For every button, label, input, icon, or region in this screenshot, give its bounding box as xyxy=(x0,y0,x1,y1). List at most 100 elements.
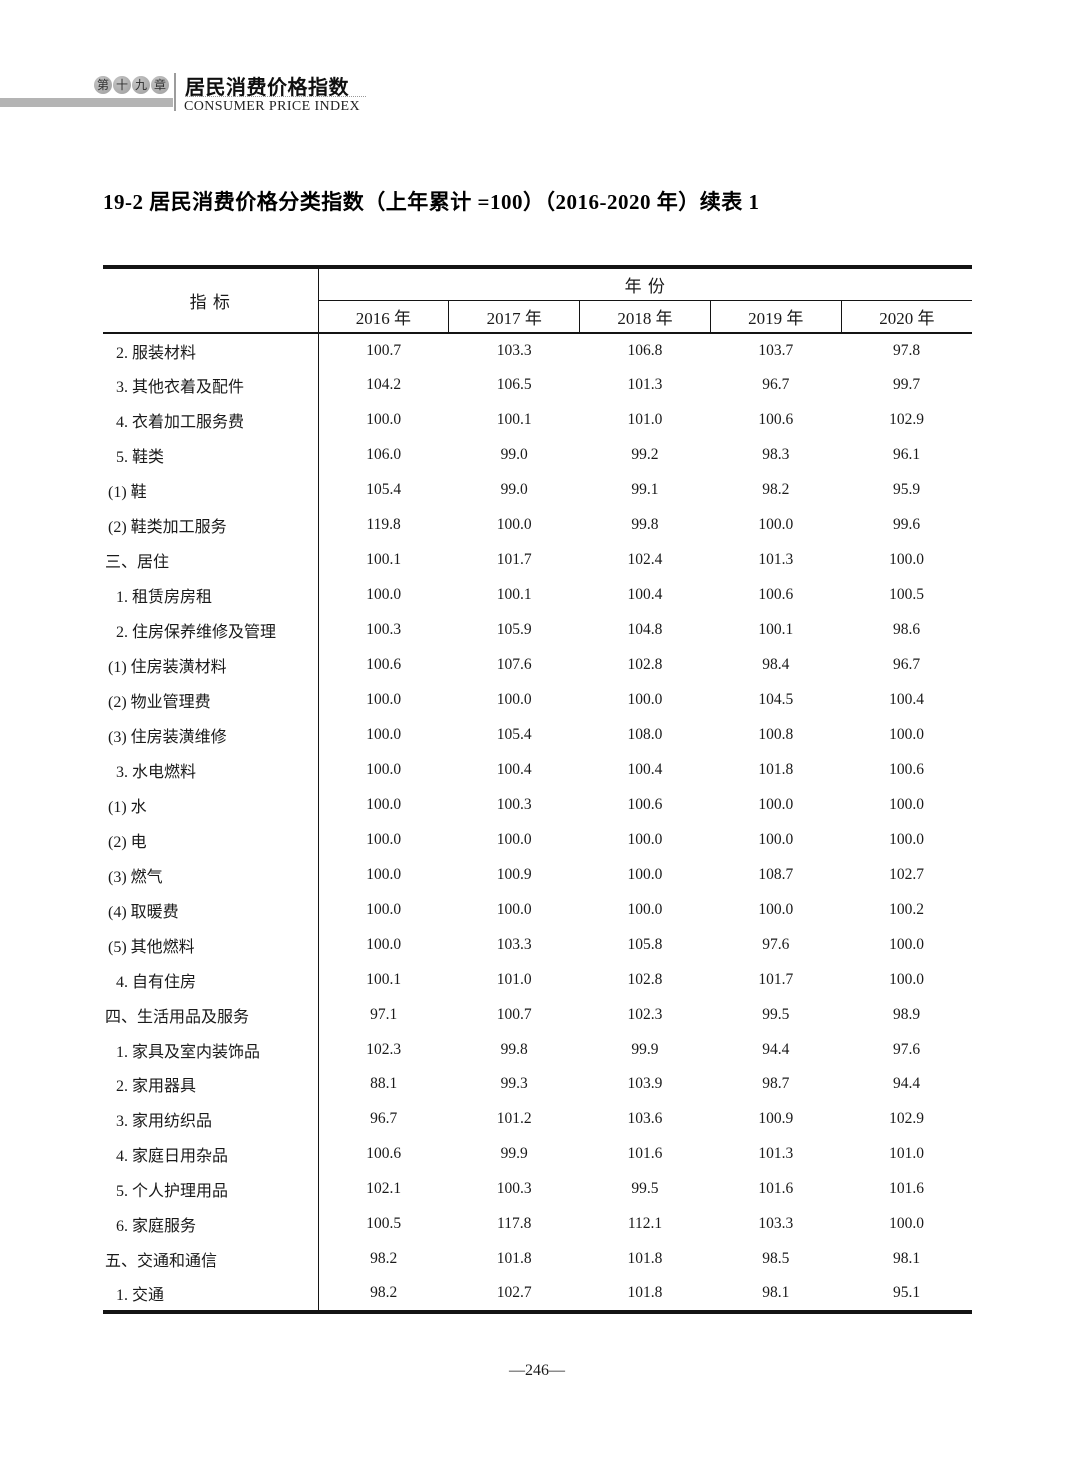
value-cell: 99.8 xyxy=(631,516,659,534)
indicator-cell: 1. 交通 xyxy=(103,1276,319,1312)
year-column-header: 2019 年 xyxy=(709,300,842,334)
table-row: 5. 鞋类 106.0 99.0 99.2 98.3 96.1 xyxy=(103,437,972,473)
value-cell: 100.5 xyxy=(366,1215,402,1233)
year-column-header: 2016 年 xyxy=(318,300,449,334)
value-cell: 102.3 xyxy=(627,1005,663,1023)
value-cell: 101.7 xyxy=(496,551,532,569)
value-cell: 98.1 xyxy=(893,1250,921,1268)
value-cell: 100.0 xyxy=(366,830,402,848)
value-cell: 98.5 xyxy=(762,1250,790,1268)
value-cell: 117.8 xyxy=(497,1215,532,1233)
value-cell: 98.7 xyxy=(762,1075,790,1093)
value-cell: 105.4 xyxy=(496,725,532,743)
value-cell: 98.2 xyxy=(762,481,790,499)
value-cell: 98.1 xyxy=(762,1284,790,1302)
value-cell: 103.6 xyxy=(627,1110,663,1128)
value-cell: 100.8 xyxy=(758,725,794,743)
value-cell: 97.6 xyxy=(762,935,790,953)
cpi-table: 指 标 年 份 2016 年 2017 年 2018 年 2019 年 2020 年 2… xyxy=(103,265,973,1314)
value-cell: 102.1 xyxy=(366,1180,402,1198)
value-cell: 100.6 xyxy=(889,760,925,778)
value-cell: 100.7 xyxy=(366,341,402,359)
indicator-cell: 3. 其他衣着及配件 xyxy=(103,367,319,403)
table-row: 1. 租赁房房租 100.0 100.1 100.4 100.6 100.5 xyxy=(103,577,972,613)
value-cell: 101.7 xyxy=(758,970,794,988)
value-cell: 102.9 xyxy=(889,411,925,429)
value-cell: 99.7 xyxy=(893,376,921,394)
value-cell: 100.0 xyxy=(496,900,532,918)
indicator-cell: 三、居住 xyxy=(103,542,319,578)
chapter-badge-char: 九 xyxy=(132,76,150,94)
table-row: 5. 个人护理用品 102.1 100.3 99.5 101.6 101.6 xyxy=(103,1171,972,1207)
table-row: 4. 衣着加工服务费 100.0 100.1 101.0 100.6 102.9 xyxy=(103,402,972,438)
chapter-badge-char: 第 xyxy=(94,76,112,94)
value-cell: 99.6 xyxy=(893,516,921,534)
table-row: 3. 水电燃料 100.0 100.4 100.4 101.8 100.6 xyxy=(103,752,972,788)
value-cell: 101.0 xyxy=(496,970,532,988)
table-row: 6. 家庭服务 100.5 117.8 112.1 103.3 100.0 xyxy=(103,1206,972,1242)
table-row: (2) 电 100.0 100.0 100.0 100.0 100.0 xyxy=(103,822,972,858)
indicator-cell: 5. 个人护理用品 xyxy=(103,1171,319,1207)
value-cell: 100.0 xyxy=(366,725,402,743)
indicator-cell: (3) 住房装潢维修 xyxy=(103,717,319,753)
value-cell: 105.9 xyxy=(496,621,532,639)
value-cell: 100.0 xyxy=(366,691,402,708)
table-title: 19-2 居民消费价格分类指数（上年累计 =100）（2016-2020 年）续… xyxy=(103,190,760,214)
value-cell: 101.3 xyxy=(758,1145,794,1163)
header-row-group: 指 标 年 份 xyxy=(103,267,973,334)
value-cell: 97.6 xyxy=(893,1040,921,1058)
value-cell: 100.0 xyxy=(366,586,402,604)
value-cell: 101.6 xyxy=(627,1145,663,1163)
value-cell: 101.8 xyxy=(627,1250,663,1268)
table-row: 4. 家庭日用杂品 100.6 99.9 101.6 101.3 101.0 xyxy=(103,1136,972,1172)
value-cell: 94.4 xyxy=(762,1040,790,1058)
indicator-cell: (2) 鞋类加工服务 xyxy=(103,507,319,543)
value-cell: 103.3 xyxy=(758,1215,794,1233)
table-row: 4. 自有住房 100.1 101.0 102.8 101.7 100.0 xyxy=(103,962,972,998)
value-cell: 100.0 xyxy=(758,795,794,813)
table-row: (5) 其他燃料 100.0 103.3 105.8 97.6 100.0 xyxy=(103,927,972,963)
indicator-cell: 4. 家庭日用杂品 xyxy=(103,1136,319,1172)
table-row: 五、交通和通信 98.2 101.8 101.8 98.5 98.1 xyxy=(103,1241,972,1277)
value-cell: 94.4 xyxy=(893,1075,921,1093)
indicator-cell: (2) 电 xyxy=(103,822,319,858)
value-cell: 100.0 xyxy=(889,1215,925,1233)
indicator-cell: 6. 家庭服务 xyxy=(103,1206,319,1242)
value-cell: 98.3 xyxy=(762,446,790,464)
value-cell: 98.2 xyxy=(370,1250,398,1268)
value-cell: 100.0 xyxy=(627,865,663,883)
value-cell: 97.8 xyxy=(893,341,921,359)
value-cell: 101.6 xyxy=(758,1180,794,1198)
value-cell: 100.0 xyxy=(889,830,925,848)
indicator-cell: 2. 住房保养维修及管理 xyxy=(103,612,319,648)
header-divider xyxy=(174,73,176,111)
value-cell: 100.0 xyxy=(889,551,925,569)
value-cell: 112.1 xyxy=(627,1215,663,1233)
table-row: (1) 水 100.0 100.3 100.6 100.0 100.0 xyxy=(103,787,972,823)
value-cell: 100.0 xyxy=(366,411,402,429)
indicator-cell: 4. 衣着加工服务费 xyxy=(103,402,319,438)
value-cell: 100.0 xyxy=(496,691,532,708)
value-cell: 88.1 xyxy=(370,1075,398,1093)
value-cell: 102.4 xyxy=(627,551,663,569)
value-cell: 103.7 xyxy=(758,341,794,359)
value-cell: 102.3 xyxy=(366,1040,402,1058)
value-cell: 100.4 xyxy=(496,760,532,778)
value-cell: 100.0 xyxy=(627,691,663,708)
value-cell: 105.8 xyxy=(627,935,663,953)
value-cell: 101.3 xyxy=(758,551,794,569)
year-column-header: 2018 年 xyxy=(579,300,711,334)
value-cell: 100.1 xyxy=(366,551,402,569)
value-cell: 105.4 xyxy=(366,481,402,499)
value-cell: 101.2 xyxy=(496,1110,532,1128)
value-cell: 99.5 xyxy=(631,1180,659,1198)
value-cell: 100.0 xyxy=(496,516,532,534)
value-cell: 106.0 xyxy=(366,446,402,464)
value-cell: 99.9 xyxy=(631,1040,659,1058)
value-cell: 99.9 xyxy=(500,1145,528,1163)
value-cell: 98.4 xyxy=(762,656,790,674)
value-cell: 99.1 xyxy=(631,481,659,499)
value-cell: 100.0 xyxy=(758,900,794,918)
indicator-cell: (2) 物业管理费 xyxy=(103,682,319,718)
